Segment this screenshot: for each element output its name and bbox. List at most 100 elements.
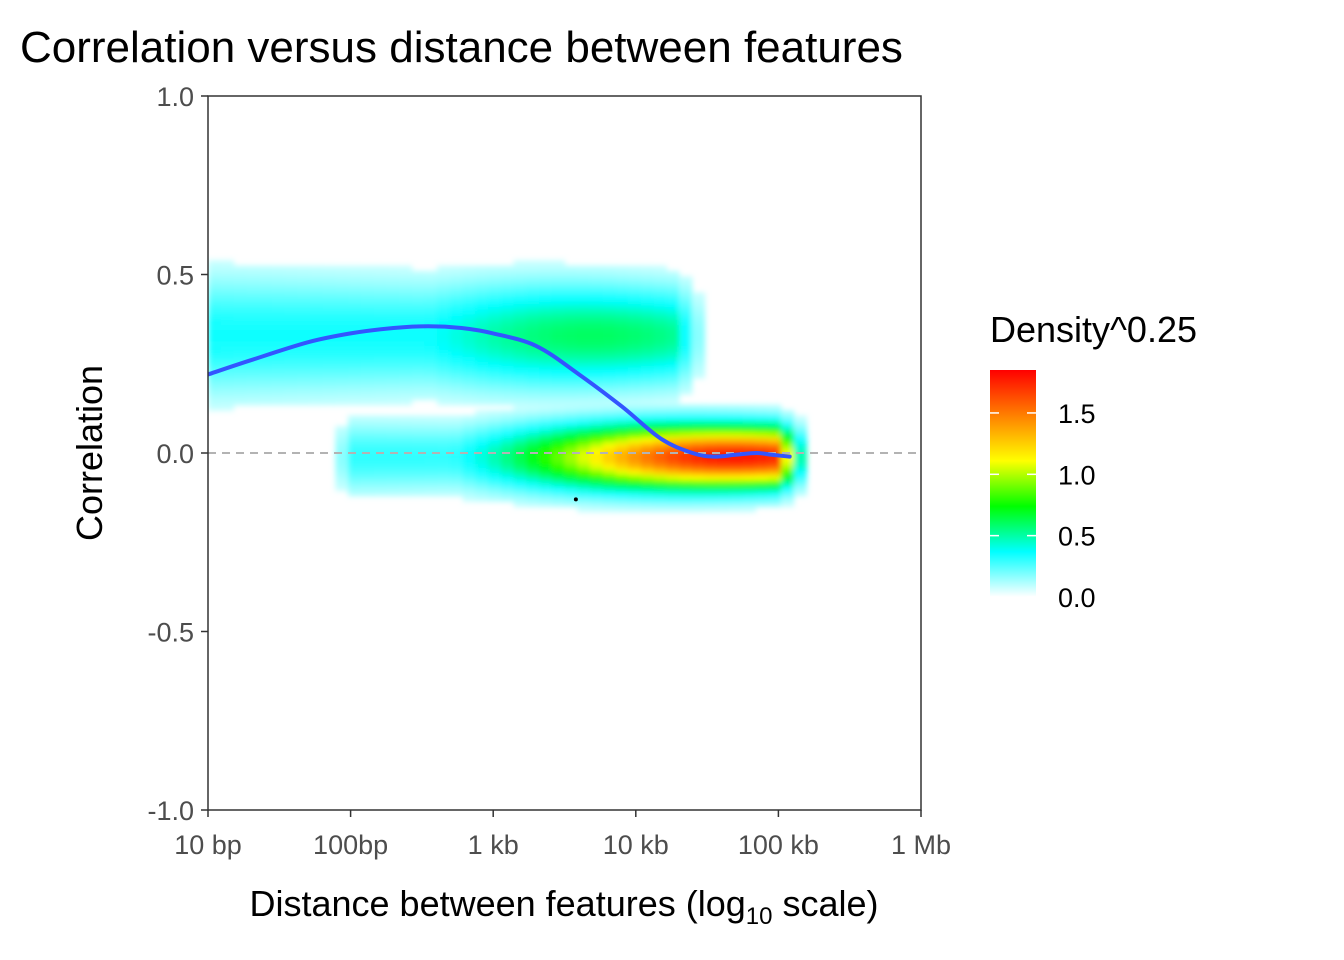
- heat-tile: [577, 388, 591, 395]
- heat-tile: [271, 319, 285, 326]
- heat-tile: [589, 340, 604, 347]
- heat-tile: [373, 367, 387, 374]
- heat-tile: [615, 286, 629, 293]
- heat-tile: [488, 474, 502, 481]
- heat-tile: [220, 345, 235, 352]
- heat-tile: [628, 495, 642, 502]
- heat-tile: [730, 458, 744, 465]
- heat-tile: [271, 372, 285, 379]
- heat-tile: [258, 308, 273, 315]
- legend-tick-label: 0.0: [1058, 583, 1096, 613]
- heat-tile: [208, 378, 222, 384]
- heat-tile: [309, 276, 324, 283]
- heat-tile: [258, 361, 273, 368]
- heat-tile: [462, 458, 476, 465]
- heat-tile: [322, 297, 336, 304]
- heat-tile: [488, 303, 502, 310]
- y-axis: 1.00.50.0-0.5-1.0: [147, 82, 208, 826]
- heat-tile: [615, 329, 629, 336]
- x-axis: 10 bp 100bp 1 kb 10 kb 100 kb 1 Mb: [174, 810, 951, 860]
- heat-tile: [322, 329, 336, 336]
- heat-tile: [577, 479, 591, 486]
- heat-tile: [589, 442, 604, 449]
- heat-tile: [208, 286, 222, 293]
- heat-tile: [615, 495, 629, 502]
- heat-tile: [793, 415, 808, 422]
- heat-tile: [475, 345, 489, 352]
- heat-tile: [653, 474, 667, 481]
- heat-tile: [271, 340, 285, 347]
- heat-tile: [577, 297, 591, 304]
- heat-tile: [589, 372, 604, 379]
- heat-tile: [539, 420, 553, 427]
- heat-tile: [539, 281, 553, 288]
- heat-tile: [373, 378, 387, 384]
- heat-tile: [640, 378, 655, 384]
- heat-tile: [526, 420, 540, 427]
- heat-tile: [513, 378, 527, 384]
- heat-tile: [551, 265, 566, 272]
- heat-tile: [411, 356, 426, 363]
- heat-tile: [500, 388, 515, 395]
- heat-tile: [284, 394, 298, 401]
- heat-tile: [628, 308, 642, 315]
- heat-tile: [780, 463, 795, 470]
- heat-tile: [539, 442, 553, 449]
- heat-tile: [691, 469, 706, 476]
- heat-tile: [348, 361, 362, 368]
- heat-tile: [449, 313, 464, 320]
- heat-tile: [513, 313, 527, 320]
- heat-tile: [589, 501, 604, 508]
- heat-tile: [640, 276, 655, 283]
- heat-tile: [258, 329, 273, 336]
- heat-tile: [730, 447, 744, 454]
- heat-tile: [615, 319, 629, 326]
- heat-tile: [666, 303, 680, 310]
- heat-tile: [653, 351, 667, 358]
- heat-tile: [437, 447, 451, 454]
- heat-tile: [679, 404, 693, 411]
- heat-tile: [602, 281, 617, 288]
- heat-tile: [539, 469, 553, 476]
- heat-tile: [551, 260, 566, 267]
- heat-tile: [628, 324, 642, 331]
- heat-tile: [475, 453, 489, 459]
- heat-tile: [386, 286, 400, 293]
- heat-tile: [577, 329, 591, 336]
- heat-tile: [462, 319, 476, 326]
- heat-tile: [526, 260, 540, 267]
- heat-tile: [640, 463, 655, 470]
- heat-tile: [208, 356, 222, 363]
- heat-tile: [589, 276, 604, 283]
- heat-tile: [360, 388, 375, 395]
- heat-tile: [602, 329, 617, 336]
- heat-tile: [271, 292, 285, 299]
- heat-tile: [589, 335, 604, 342]
- heat-tile: [704, 485, 718, 492]
- heat-tile: [768, 469, 782, 476]
- heat-tile: [386, 394, 400, 401]
- heat-tile: [284, 292, 298, 299]
- heat-tile: [386, 474, 400, 481]
- heat-tile: [233, 399, 247, 406]
- heat-tile: [640, 308, 655, 315]
- legend: Density^0.25 1.51.00.50.0: [990, 309, 1197, 613]
- heat-tile: [309, 286, 324, 293]
- heat-tile: [602, 453, 617, 459]
- heat-tile: [462, 329, 476, 336]
- heat-tile: [386, 313, 400, 320]
- heat-tile: [449, 431, 464, 438]
- heat-tile: [220, 340, 235, 347]
- heat-tile: [309, 292, 324, 299]
- heat-tile: [717, 420, 731, 427]
- heat-tile: [730, 474, 744, 481]
- heat-tile: [348, 356, 362, 363]
- heat-tile: [602, 313, 617, 320]
- heat-tile: [233, 394, 247, 401]
- heat-tile: [615, 501, 629, 508]
- heat-tile: [322, 292, 336, 299]
- heat-tile: [513, 458, 527, 465]
- heat-tile: [666, 292, 680, 299]
- heat-tile: [526, 458, 540, 465]
- heat-tile: [539, 351, 553, 358]
